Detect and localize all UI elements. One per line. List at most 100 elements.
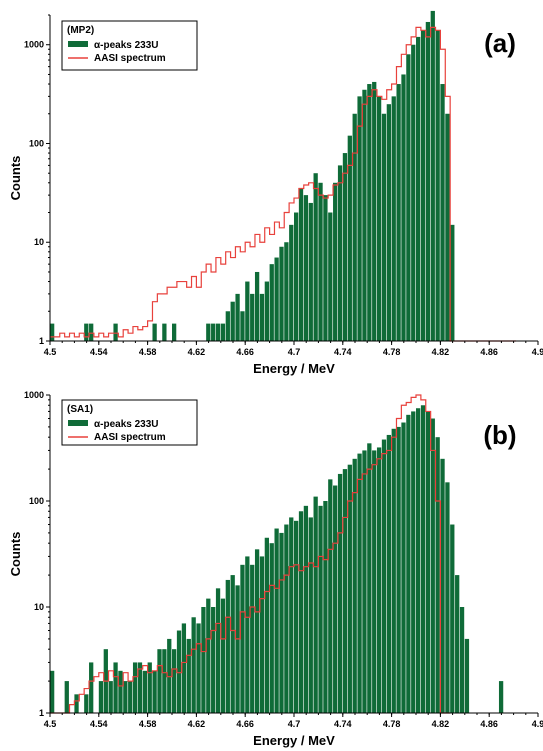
histogram-bar [381,113,387,341]
histogram-bar [464,638,470,713]
histogram-bar [430,418,435,713]
x-tick-label: 4.66 [236,719,254,729]
histogram-bar [215,588,221,713]
y-tick-label: 1000 [24,40,44,50]
histogram-bar [362,89,367,341]
histogram-bar [352,458,357,713]
histogram-bar [337,165,343,341]
histogram-bar [294,212,299,341]
histogram-bar [367,84,372,341]
y-tick-label: 1 [39,336,44,346]
histogram-bar [279,246,284,341]
legend-swatch-bars [68,41,88,47]
histogram-bar [289,517,294,713]
y-tick-label: 100 [29,496,44,506]
histogram-bar [406,54,411,342]
histogram-bar [235,585,240,713]
histogram-bar [342,153,348,341]
histogram-bar [372,81,377,341]
histogram-bar [342,469,348,713]
histogram-bar [284,242,289,341]
histogram-bar [50,323,55,341]
histogram-bar [254,549,260,713]
histogram-bar [440,458,445,713]
histogram-bar [162,649,167,713]
histogram-bar [211,607,216,713]
histogram-bar [264,281,269,341]
histogram-bar [459,607,465,713]
histogram-bar [347,135,352,341]
legend-swatch-bars [68,420,88,426]
histogram-bar [445,113,450,341]
histogram-bar [113,323,118,341]
aasi-spectrum-line-mp2 [50,26,517,342]
histogram-bar [420,30,426,342]
histogram-bar [381,439,387,713]
panel-tag: (a) [484,28,516,58]
histogram-bar [172,649,177,713]
y-tick-label: 1 [39,708,44,718]
x-tick-label: 4.58 [139,719,157,729]
histogram-bar [269,264,274,341]
histogram-bar [357,96,362,342]
histogram-bar [328,212,333,341]
x-ticks: 4.5 4.54 4.58 4.62 4.66 4.7 4.74 4.78 4.82 4.86 4.… [44,341,543,357]
histogram-bar [416,36,421,341]
histogram-bar [118,670,123,713]
histogram-bar [89,662,94,713]
histogram-bars-sa1 [50,405,504,713]
x-tick-label: 4.82 [432,719,450,729]
histogram-bar [391,96,396,342]
histogram-bar [298,188,304,341]
x-tick-label: 4.62 [188,347,206,357]
histogram-bar [284,524,289,713]
histogram-bar [450,524,455,713]
x-tick-label: 4.78 [383,719,401,729]
histogram-bar [308,517,313,713]
histogram-bar [289,224,294,341]
histogram-bar [64,681,69,713]
histogram-bar [318,182,323,341]
histogram-bar [181,623,187,713]
histogram-bar [240,311,245,341]
histogram-bar [396,84,401,341]
legend-label-alpha-peaks: α-peaks 233U [94,419,159,430]
histogram-bar [401,74,406,342]
histogram-bar [196,623,201,713]
histogram-bar [352,113,357,341]
x-tick-label: 4.9 [532,347,543,357]
histogram-bar [240,564,245,713]
histogram-bar [250,293,255,341]
histogram-bar [367,443,372,713]
histogram-bar [176,630,182,713]
histogram-bar [113,662,118,713]
histogram-bar [225,579,230,713]
x-axis-title: Energy / MeV [253,733,335,748]
histogram-bar [440,84,445,341]
histogram-bar [274,528,279,713]
x-tick-label: 4.82 [432,347,450,357]
histogram-bar [245,281,250,341]
histogram-bar [430,10,435,341]
histogram-bar [108,681,113,713]
aasi-spectrum-line-sa1 [50,394,451,714]
histogram-bar [333,182,338,341]
legend-label-aasi: AASI spectrum [94,432,166,443]
histogram-bar [406,414,411,713]
y-ticks: 1 10 100 1000 [24,14,50,346]
histogram-bar [220,598,226,713]
histogram-bar [411,411,416,713]
y-axis-title: Counts [8,532,23,577]
histogram-bar [357,453,362,713]
histogram-bar [337,473,343,713]
legend-label-alpha-peaks: α-peaks 233U [94,40,159,51]
histogram-bar [313,496,318,713]
x-tick-label: 4.66 [236,347,254,357]
histogram-bar [416,408,421,713]
histogram-bar [84,694,89,713]
histogram-bar [411,44,416,341]
histogram-bar [318,505,323,713]
panel-tag: (b) [483,420,516,450]
histogram-bar [162,323,167,341]
